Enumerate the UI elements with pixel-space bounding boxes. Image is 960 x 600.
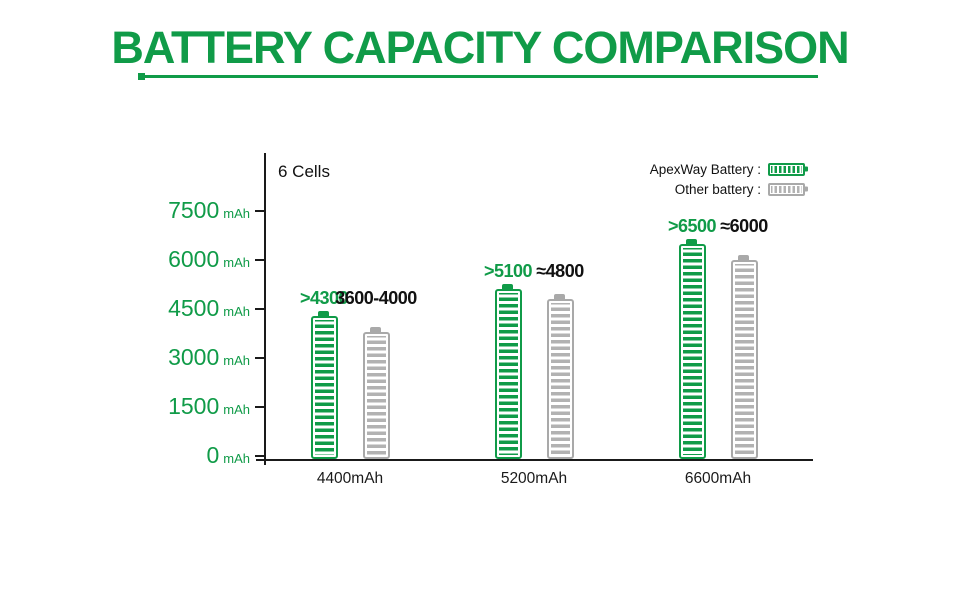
bar-value-label: ≈6000 xyxy=(720,215,768,236)
legend-item-apexway: ApexWay Battery : xyxy=(555,161,805,177)
battery-bar xyxy=(730,260,758,459)
y-tick-value: 7500 xyxy=(168,197,220,223)
battery-cap xyxy=(554,294,565,300)
y-tick-unit: mAh xyxy=(223,304,250,319)
y-tick-label: 6000 mAh xyxy=(60,246,250,276)
x-axis xyxy=(256,459,813,461)
battery-cap xyxy=(370,326,381,332)
battery-bar xyxy=(678,243,706,459)
y-tick-value: 1500 xyxy=(168,393,220,419)
battery-cap xyxy=(318,310,329,316)
underline-dot xyxy=(138,73,145,80)
y-tick xyxy=(255,357,265,359)
battery-cap xyxy=(686,238,697,244)
battery-bar xyxy=(310,315,338,459)
y-tick-unit: mAh xyxy=(223,255,250,270)
battery-bar xyxy=(494,289,522,459)
y-axis xyxy=(264,153,266,465)
y-tick-value: 4500 xyxy=(168,295,220,321)
y-tick-label: 0 mAh xyxy=(60,442,250,472)
gray-battery-icon xyxy=(768,182,805,196)
bar-value-label: 3600-4000 xyxy=(335,287,417,308)
y-tick-value: 3000 xyxy=(168,344,220,370)
battery-bar xyxy=(546,299,574,459)
y-tick-value: 0 xyxy=(206,442,220,468)
y-tick-label: 7500 mAh xyxy=(60,197,250,227)
legend-item-other: Other battery : xyxy=(555,181,805,197)
green-battery-icon xyxy=(768,162,805,176)
y-tick-unit: mAh xyxy=(223,206,250,221)
battery-cap xyxy=(502,284,513,290)
legend: ApexWay Battery : Other battery : xyxy=(555,161,805,201)
y-tick-label: 1500 mAh xyxy=(60,393,250,423)
legend-label-other: Other battery : xyxy=(674,181,761,197)
y-tick xyxy=(255,455,265,457)
cells-label: 6 Cells xyxy=(278,162,330,181)
y-tick xyxy=(255,308,265,310)
bar-value-label: >5100 xyxy=(483,261,533,282)
category-label: 4400mAh xyxy=(316,470,384,487)
category-label: 5200mAh xyxy=(500,470,568,487)
bar-value-label: >4300 xyxy=(299,287,349,308)
y-tick-value: 6000 xyxy=(168,246,220,272)
bar-value-label: >6500 xyxy=(667,215,717,236)
legend-label-apexway: ApexWay Battery : xyxy=(649,161,761,177)
y-tick-unit: mAh xyxy=(223,353,250,368)
y-tick-label: 4500 mAh xyxy=(60,295,250,325)
y-tick xyxy=(255,210,265,212)
y-tick-label: 3000 mAh xyxy=(60,344,250,374)
y-tick-unit: mAh xyxy=(223,402,250,417)
page-title: BATTERY CAPACITY COMPARISON xyxy=(111,22,849,73)
battery-bar xyxy=(362,331,390,459)
y-tick-unit: mAh xyxy=(223,451,250,466)
category-label: 6600mAh xyxy=(684,470,752,487)
title-underline xyxy=(138,73,818,80)
battery-cap xyxy=(738,255,749,260)
y-tick xyxy=(255,406,265,408)
y-tick xyxy=(255,259,265,261)
bar-value-label: ≈4800 xyxy=(536,261,584,282)
